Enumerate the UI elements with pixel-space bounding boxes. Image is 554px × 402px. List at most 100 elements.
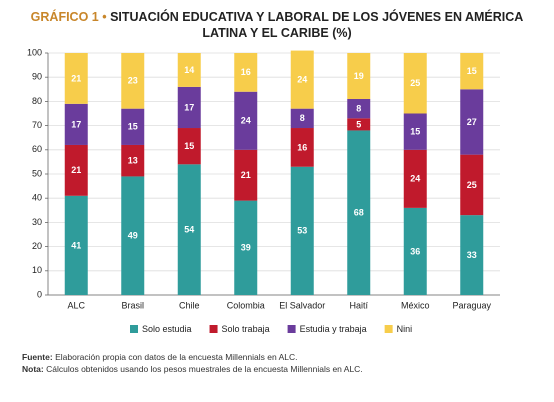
value-label: 25 bbox=[467, 180, 477, 190]
bar-segment bbox=[121, 108, 145, 145]
bar-segment bbox=[177, 53, 201, 87]
value-label: 25 bbox=[410, 78, 420, 88]
bar-segment bbox=[460, 53, 484, 90]
value-label: 19 bbox=[354, 71, 364, 81]
value-label: 8 bbox=[300, 113, 305, 123]
x-tick-label: México bbox=[401, 300, 430, 310]
value-label: 17 bbox=[71, 119, 81, 129]
y-tick-label: 70 bbox=[32, 120, 42, 130]
note-text: Elaboración propia con datos de la encue… bbox=[55, 352, 298, 362]
chart-title: GRÁFICO 1 • SITUACIÓN EDUCATIVA Y LABORA… bbox=[20, 9, 534, 41]
value-label: 24 bbox=[241, 116, 251, 126]
bar-segment bbox=[460, 154, 484, 216]
bar-segment bbox=[290, 108, 314, 129]
bar-segment bbox=[121, 176, 145, 295]
bar-segment bbox=[177, 86, 201, 129]
value-label: 15 bbox=[410, 127, 420, 137]
y-tick-label: 100 bbox=[27, 47, 42, 57]
bar-segment bbox=[64, 144, 88, 196]
legend-label: Solo estudia bbox=[142, 324, 192, 334]
y-tick-label: 50 bbox=[32, 168, 42, 178]
value-label: 24 bbox=[297, 74, 307, 84]
y-tick-label: 10 bbox=[32, 265, 42, 275]
value-label: 14 bbox=[184, 65, 194, 75]
title-text: SITUACIÓN EDUCATIVA Y LABORAL DE LOS JÓV… bbox=[110, 10, 524, 40]
value-label: 39 bbox=[241, 243, 251, 253]
value-label: 17 bbox=[184, 102, 194, 112]
note-text: Cálculos obtenidos usando los pesos mues… bbox=[46, 364, 363, 374]
legend-swatch bbox=[287, 325, 296, 333]
bar-segment bbox=[347, 118, 371, 131]
x-tick-label: El Salvador bbox=[279, 300, 325, 310]
value-label: 49 bbox=[128, 231, 138, 241]
bar-segment bbox=[290, 128, 314, 167]
bar-segment bbox=[403, 207, 427, 295]
value-label: 21 bbox=[71, 165, 81, 175]
y-tick-label: 90 bbox=[32, 72, 42, 82]
bar-segment bbox=[234, 149, 258, 201]
x-tick-label: Paraguay bbox=[452, 300, 491, 310]
note: Nota: Cálculos obtenidos usando los peso… bbox=[22, 363, 363, 375]
legend-swatch bbox=[130, 325, 138, 333]
value-label: 33 bbox=[467, 250, 477, 260]
x-tick-label: Chile bbox=[179, 300, 200, 310]
bar-segment bbox=[403, 53, 427, 114]
value-label: 16 bbox=[297, 142, 307, 152]
note-label: Fuente: bbox=[22, 352, 53, 362]
value-label: 15 bbox=[184, 141, 194, 151]
bar-segment bbox=[460, 89, 484, 155]
value-label: 53 bbox=[297, 226, 307, 236]
bar-segment bbox=[234, 53, 258, 92]
note-label: Nota: bbox=[22, 364, 44, 374]
value-label: 54 bbox=[184, 225, 194, 235]
note: Fuente: Elaboración propia con datos de … bbox=[22, 351, 363, 363]
value-label: 23 bbox=[128, 76, 138, 86]
y-tick-label: 30 bbox=[32, 217, 42, 227]
value-label: 41 bbox=[71, 240, 81, 250]
value-label: 13 bbox=[128, 156, 138, 166]
value-label: 16 bbox=[241, 67, 251, 77]
bar-segment bbox=[234, 200, 258, 295]
bar-segment bbox=[403, 149, 427, 208]
legend-label: Estudia y trabaja bbox=[300, 324, 367, 334]
bar-segment bbox=[177, 164, 201, 295]
bar-segment bbox=[347, 53, 371, 99]
bar-segment bbox=[64, 195, 88, 295]
bar-segment bbox=[121, 53, 145, 109]
bar-segment bbox=[64, 103, 88, 145]
y-tick-label: 80 bbox=[32, 96, 42, 106]
bar-segment bbox=[460, 215, 484, 295]
y-tick-label: 40 bbox=[32, 193, 42, 203]
x-tick-label: Haití bbox=[349, 300, 368, 310]
bar-segment bbox=[290, 50, 314, 109]
bar-segment bbox=[64, 53, 88, 104]
bar-segment bbox=[121, 144, 145, 177]
y-tick-label: 60 bbox=[32, 144, 42, 154]
x-tick-label: ALC bbox=[67, 300, 85, 310]
value-label: 36 bbox=[410, 246, 420, 256]
legend-swatch bbox=[209, 325, 218, 333]
legend-swatch bbox=[384, 325, 393, 333]
y-tick-label: 20 bbox=[32, 241, 42, 251]
value-label: 15 bbox=[467, 66, 477, 76]
x-tick-label: Colombia bbox=[227, 300, 265, 310]
notes: Fuente: Elaboración propia con datos de … bbox=[22, 351, 363, 375]
value-label: 21 bbox=[241, 170, 251, 180]
bar-segment bbox=[347, 98, 371, 119]
value-label: 5 bbox=[356, 119, 361, 129]
value-label: 68 bbox=[354, 208, 364, 218]
x-tick-label: Brasil bbox=[121, 300, 144, 310]
value-label: 15 bbox=[128, 122, 138, 132]
y-tick-label: 0 bbox=[37, 289, 42, 299]
value-label: 8 bbox=[356, 104, 361, 114]
legend-label: Nini bbox=[397, 324, 413, 334]
bar-segment bbox=[403, 113, 427, 150]
legend-label: Solo trabaja bbox=[222, 324, 270, 334]
title-prefix: GRÁFICO 1 • bbox=[30, 10, 107, 24]
bar-segment bbox=[177, 128, 201, 165]
bar-segment bbox=[290, 166, 314, 295]
value-label: 24 bbox=[410, 174, 420, 184]
value-label: 27 bbox=[467, 117, 477, 127]
